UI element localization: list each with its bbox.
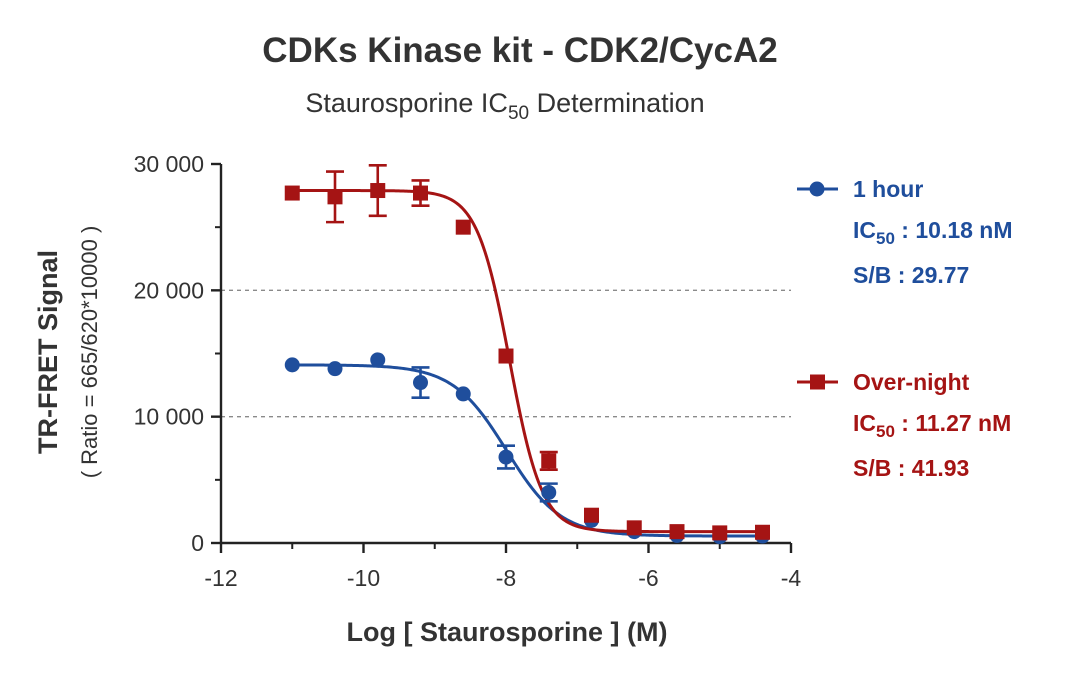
point-1-2 — [370, 183, 386, 199]
x-tick-label-4: -4 — [781, 565, 802, 591]
chart-subtitle: Staurosporine IC50 Determination — [305, 88, 704, 124]
point-0-0 — [284, 357, 300, 373]
x-axis-label: Log [ Staurosporine ] (M) — [347, 617, 668, 647]
point-0-6 — [541, 484, 557, 500]
point-0-2 — [370, 352, 386, 368]
y-tick-label-3: 30 000 — [134, 151, 204, 177]
point-1-3 — [413, 185, 428, 201]
point-1-8 — [626, 520, 642, 536]
fit-curves — [292, 189, 763, 538]
point-1-4 — [455, 219, 471, 235]
point-0-1 — [327, 361, 343, 377]
chart-subtitle-suffix: Determination — [529, 88, 705, 118]
axes: -12 -10 -8 -6 -4 0 10 000 20 000 30 000 — [134, 151, 802, 591]
data-points — [284, 163, 770, 545]
point-1-0 — [284, 185, 300, 201]
y-axis-sublabel: ( Ratio = 665/620*10000 ) — [77, 226, 102, 479]
y-tick-label-2: 20 000 — [134, 277, 204, 303]
chart-subtitle-prefix: Staurosporine IC — [305, 88, 508, 118]
x-tick-label-2: -8 — [496, 565, 516, 591]
point-1-11 — [755, 524, 770, 540]
point-1-10 — [712, 525, 728, 541]
point-0-5 — [498, 449, 514, 465]
x-tick-label-0: -12 — [204, 565, 237, 591]
y-axis-label: TR-FRET Signal — [33, 250, 63, 454]
point-1-5 — [498, 348, 514, 364]
legend: 1 hour IC50 : 10.18 nM S/B : 29.77 Over-nig… — [797, 176, 1013, 481]
legend-sb-1: S/B : 41.93 — [853, 455, 969, 481]
legend-name-0: 1 hour — [853, 176, 923, 202]
point-0-3 — [413, 375, 428, 391]
point-0-4 — [455, 386, 471, 402]
x-tick-label-1: -10 — [347, 565, 380, 591]
legend-ic50-0: IC50 : 10.18 nM — [853, 217, 1013, 248]
legend-sb-0: S/B : 29.77 — [853, 262, 969, 288]
point-1-6 — [541, 453, 557, 469]
gridlines — [221, 289, 791, 418]
point-1-9 — [669, 524, 685, 540]
legend-marker-0 — [809, 181, 825, 197]
legend-marker-1 — [810, 374, 825, 390]
legend-ic50-1: IC50 : 11.27 nM — [853, 410, 1011, 441]
legend-name-1: Over-night — [853, 369, 970, 395]
y-tick-label-1: 10 000 — [134, 404, 204, 430]
x-tick-label-3: -6 — [638, 565, 658, 591]
point-1-7 — [584, 507, 599, 523]
chart-subtitle-subscript: 50 — [508, 103, 529, 124]
chart-title: CDKs Kinase kit - CDK2/CycA2 — [262, 31, 777, 70]
y-tick-label-0: 0 — [191, 530, 204, 556]
point-1-1 — [327, 189, 343, 205]
